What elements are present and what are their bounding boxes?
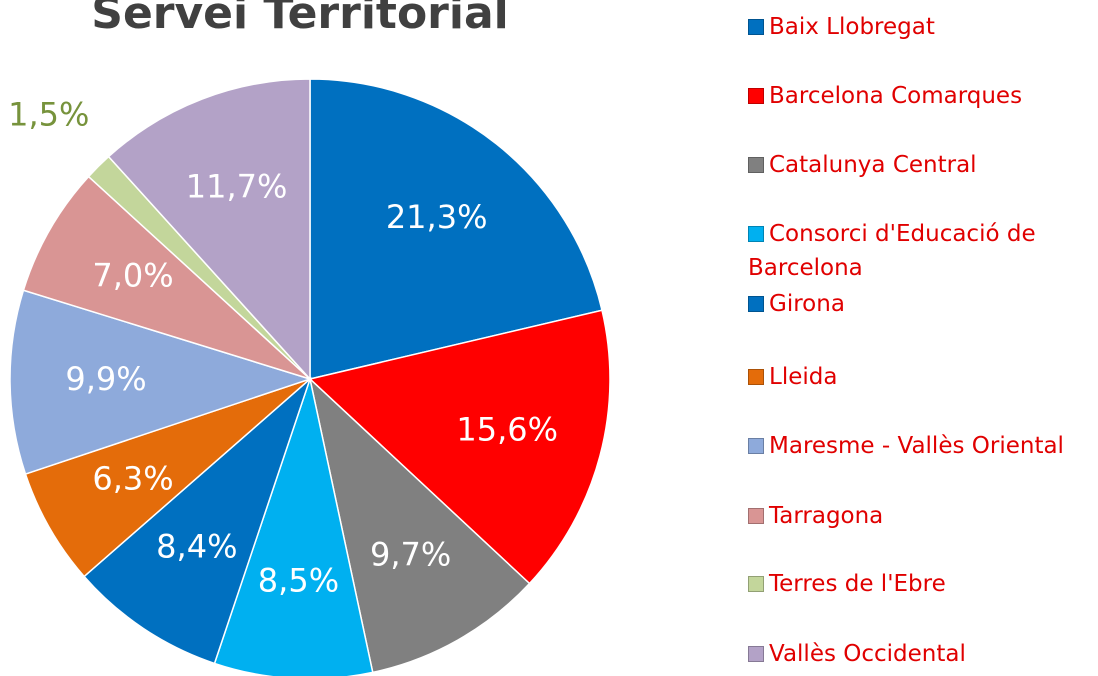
- legend-swatch: [748, 157, 764, 173]
- legend-label: Lleida: [769, 364, 838, 390]
- data-label: 8,4%: [156, 528, 237, 566]
- legend-swatch: [748, 646, 764, 662]
- legend-swatch: [748, 576, 764, 592]
- legend-label: Consorci d'Educació de Barcelona: [748, 221, 1036, 281]
- legend-swatch: [748, 296, 764, 312]
- legend-label: Maresme - Vallès Oriental: [769, 433, 1064, 459]
- pie-slice: [213, 376, 374, 676]
- pie-slice: [9, 289, 313, 475]
- legend-swatch: [748, 369, 764, 385]
- legend-label: Catalunya Central: [769, 152, 977, 178]
- data-label: 9,7%: [370, 535, 451, 573]
- legend-swatch: [748, 88, 764, 104]
- data-label: 8,5%: [258, 562, 339, 600]
- legend-item: Tarragona: [748, 499, 1093, 533]
- legend-swatch: [748, 438, 764, 454]
- legend-label: Baix Llobregat: [769, 14, 935, 40]
- pie-slice: [308, 376, 531, 674]
- data-label: 6,3%: [92, 459, 173, 497]
- legend-swatch: [748, 226, 764, 242]
- legend-label: Terres de l'Ebre: [769, 571, 946, 597]
- legend-item: Catalunya Central: [748, 148, 1093, 182]
- legend-item: Maresme - Vallès Oriental: [748, 429, 1093, 463]
- legend-swatch: [748, 19, 764, 35]
- data-label: 9,9%: [65, 360, 146, 398]
- legend-item: Consorci d'Educació de Barcelona: [748, 217, 1048, 285]
- legend-swatch: [748, 508, 764, 524]
- legend-item: Baix Llobregat: [748, 10, 1093, 44]
- legend-item: Girona: [748, 287, 1093, 321]
- legend-label: Barcelona Comarques: [769, 83, 1023, 109]
- legend-item: Terres de l'Ebre: [748, 567, 1093, 601]
- data-label: 7,0%: [92, 257, 173, 295]
- legend-label: Girona: [769, 291, 845, 317]
- pie-slice: [24, 378, 311, 578]
- pie-slice: [107, 78, 311, 381]
- chart-title: Servei Territorial: [91, 0, 508, 39]
- data-label: 1,5%: [8, 96, 89, 134]
- legend-label: Vallès Occidental: [769, 641, 966, 667]
- legend-label: Tarragona: [769, 503, 884, 529]
- legend-item: Lleida: [748, 360, 1093, 394]
- pie-slice: [308, 309, 611, 585]
- data-label: 11,7%: [186, 168, 288, 206]
- pie-slice: [83, 376, 312, 665]
- data-label: 15,6%: [456, 410, 558, 448]
- legend-item: Barcelona Comarques: [748, 79, 1093, 113]
- pie-slice: [22, 175, 311, 380]
- data-label: 21,3%: [386, 198, 488, 236]
- legend-item: Vallès Occidental: [748, 637, 1093, 671]
- pie-slice: [309, 78, 603, 380]
